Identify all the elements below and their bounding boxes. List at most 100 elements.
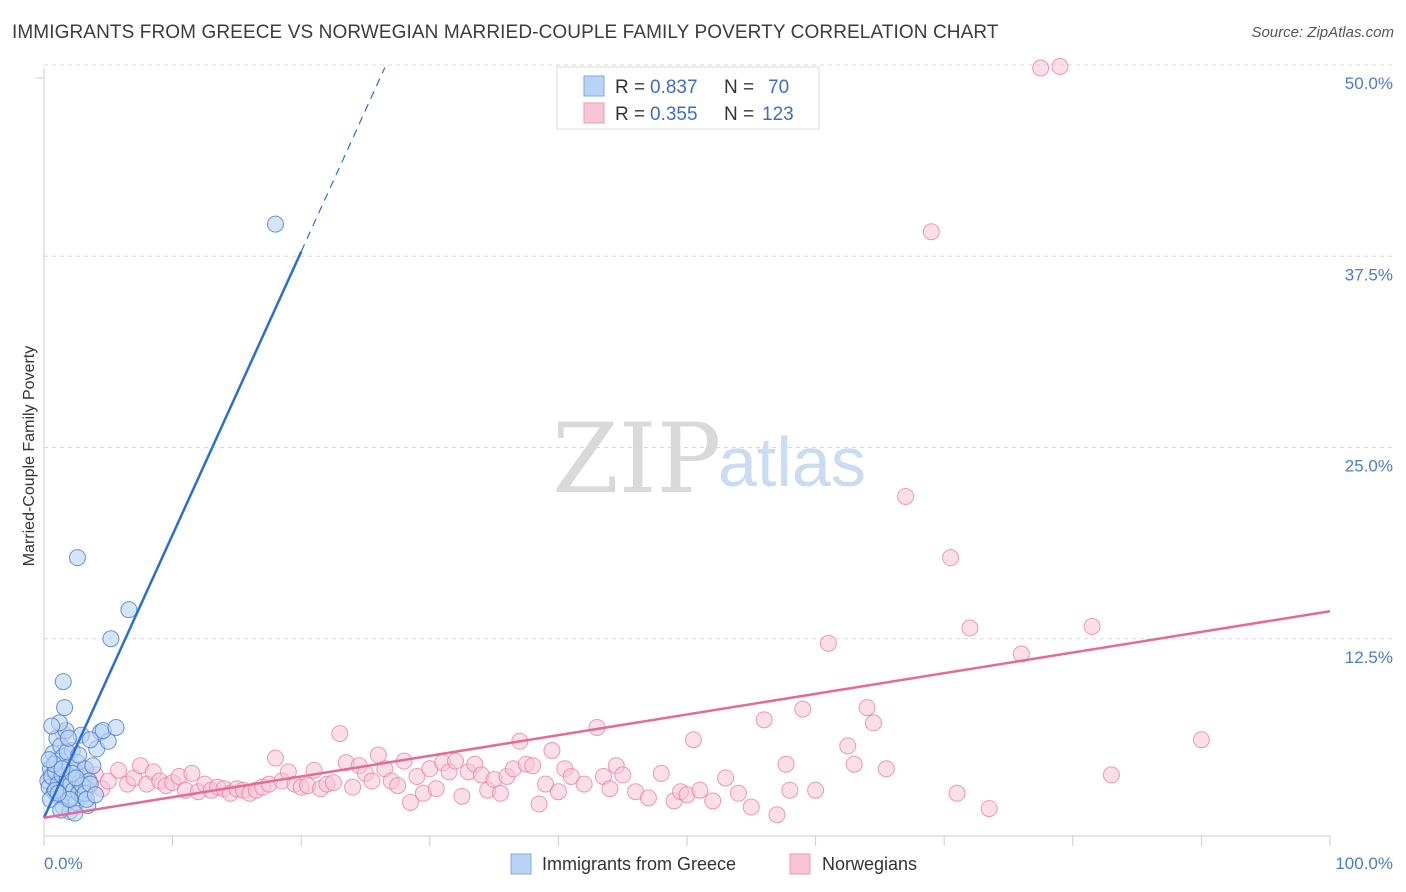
y-tick-label: 25.0% <box>1345 457 1393 476</box>
greece-trend-line <box>42 251 303 819</box>
bottom-legend-label-norwegians: Norwegians <box>822 854 917 874</box>
norwegians-point <box>922 223 940 241</box>
norwegians-point <box>110 761 128 779</box>
norwegians-point <box>549 783 567 801</box>
norwegians-point <box>768 806 786 824</box>
norwegians-point <box>389 777 407 795</box>
chart-title: IMMIGRANTS FROM GREECE VS NORWEGIAN MARR… <box>12 22 999 43</box>
norwegians-point <box>652 764 670 782</box>
legend-swatch-norwegians <box>583 102 605 124</box>
norwegians-point <box>961 619 979 637</box>
axes <box>36 68 1331 846</box>
norwegians-point <box>858 699 876 717</box>
norwegians-point <box>684 731 702 749</box>
y-axis-label: Married-Couple Family Poverty <box>21 346 38 567</box>
norwegians-point <box>537 775 555 793</box>
y-tick-label: 50.0% <box>1345 74 1393 93</box>
norwegians-point <box>1192 731 1210 749</box>
watermark-atlas: atlas <box>718 423 866 501</box>
norwegians-point <box>704 792 722 810</box>
bottom-legend-label-greece: Immigrants from Greece <box>542 854 736 874</box>
greece-point <box>86 786 104 804</box>
greece-trend-extension <box>300 67 386 252</box>
greece-point <box>266 215 284 233</box>
norwegians-point <box>980 800 998 818</box>
norwegians-point <box>402 793 420 811</box>
norwegians-point <box>729 784 747 802</box>
legend-n-value-greece: 70 <box>768 77 789 98</box>
stats-legend: R = 0.837 N = 70 R = 0.355 N = 123 <box>556 66 820 130</box>
norwegians-point <box>99 772 117 790</box>
norwegians-point <box>1102 766 1120 784</box>
norwegians-point <box>562 767 580 785</box>
norwegians-point <box>614 766 632 784</box>
trend-lines <box>42 67 1331 819</box>
bottom-legend-swatch-norwegians <box>789 853 811 875</box>
norwegians-point <box>639 789 657 807</box>
norwegians-point <box>324 774 342 792</box>
norwegians-point <box>601 780 619 798</box>
norwegians-point <box>183 764 201 782</box>
bottom-legend-swatch-greece <box>510 853 532 875</box>
norwegians-point <box>877 760 895 778</box>
greece-point <box>43 717 61 735</box>
norwegians-point <box>331 725 349 743</box>
norwegians-point <box>1051 58 1069 76</box>
legend-r-label: R = <box>615 104 645 125</box>
norwegians-point <box>942 549 960 567</box>
greece-point <box>59 729 77 747</box>
watermark-zip: ZIP <box>552 403 721 515</box>
norwegians-point <box>530 795 548 813</box>
norwegians-point <box>819 634 837 652</box>
norwegians-point <box>492 784 510 802</box>
norwegians-point <box>1012 645 1030 663</box>
greece-point <box>67 769 85 787</box>
greece-point <box>102 630 120 648</box>
gridlines <box>44 64 1392 640</box>
norwegians-point <box>864 714 882 732</box>
norwegians-point <box>781 781 799 799</box>
bottom-legend: Immigrants from Greece Norwegians <box>510 853 917 875</box>
norwegians-point <box>777 755 795 773</box>
y-tick-label: 37.5% <box>1345 265 1393 284</box>
x-tick-label-min: 0.0% <box>44 854 83 873</box>
norwegians-point <box>1032 59 1050 77</box>
norwegians-point <box>543 741 561 759</box>
legend-n-value-norwegians: 123 <box>762 104 794 125</box>
series-greece-points <box>39 215 284 822</box>
norwegians-point <box>575 775 593 793</box>
y-tick-labels: 12.5% 25.0% 37.5% 50.0% <box>1345 74 1393 667</box>
norwegians-point <box>447 752 465 770</box>
norwegians-point <box>453 787 471 805</box>
y-tick-label: 12.5% <box>1345 648 1393 667</box>
greece-point <box>81 731 99 749</box>
norwegians-point <box>344 778 362 796</box>
norwegians-point <box>363 772 381 790</box>
greece-point <box>56 699 74 717</box>
norwegians-point <box>742 798 760 816</box>
norwegians-point <box>839 737 857 755</box>
norwegians-point <box>948 784 966 802</box>
norwegians-point <box>807 781 825 799</box>
legend-r-label: R = <box>615 77 645 98</box>
norwegians-point <box>717 769 735 787</box>
legend-n-label: N = <box>724 104 754 125</box>
norwegians-point <box>755 711 773 729</box>
greece-point <box>40 751 58 769</box>
norwegians-point <box>427 780 445 798</box>
norwegians-point <box>524 757 542 775</box>
norwegians-trend-line <box>43 609 1331 819</box>
greece-point <box>107 718 125 736</box>
norwegians-point <box>691 781 709 799</box>
norwegians-point <box>845 755 863 773</box>
norwegians-point <box>266 749 284 767</box>
greece-point <box>54 673 72 691</box>
legend-r-value-greece: 0.837 <box>650 77 698 98</box>
norwegians-point <box>408 767 426 785</box>
legend-n-label: N = <box>724 77 754 98</box>
greece-point <box>120 601 138 619</box>
norwegians-point <box>794 700 812 718</box>
norwegians-point <box>897 487 915 505</box>
legend-swatch-greece <box>583 75 605 97</box>
